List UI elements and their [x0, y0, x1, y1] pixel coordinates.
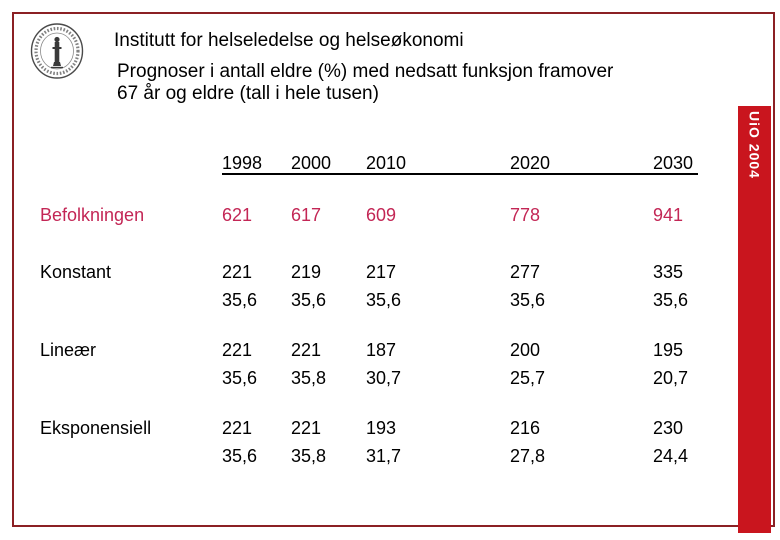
- row-label: Lineær: [40, 340, 97, 360]
- cell-value: 941: [653, 205, 684, 225]
- table-cell: 221 35,8: [291, 336, 366, 392]
- table-cell: 193 31,7: [366, 414, 510, 470]
- cell-percent: 35,6: [222, 368, 258, 388]
- column-header-2020: 2020: [510, 153, 551, 173]
- table-cell: 221 35,6: [222, 258, 291, 314]
- table-header-empty: [40, 153, 222, 174]
- row-label: Eksponensiell: [40, 418, 152, 438]
- table-row-konstant: Konstant 221 35,6 219 35,6 217 35,6 277 35,6…: [40, 258, 720, 314]
- cell-percent: 35,6: [653, 290, 689, 310]
- row-label: Befolkningen: [40, 205, 145, 225]
- cell-value: 200: [510, 340, 541, 360]
- slide-title-line2: 67 år og eldre (tall i hele tusen): [117, 83, 379, 104]
- cell-value: 277: [510, 262, 541, 282]
- cell-value: 216: [510, 418, 541, 438]
- cell-value: 621: [222, 205, 253, 225]
- cell-percent: 35,6: [510, 290, 546, 310]
- column-header-2010: 2010: [366, 153, 407, 173]
- cell-percent: 35,8: [291, 446, 327, 466]
- table-row-linear: Lineær 221 35,6 221 35,8 187 30,7 200 25,7 1…: [40, 336, 720, 392]
- cell-value: 609: [366, 205, 397, 225]
- cell-value: 778: [510, 205, 541, 225]
- cell-value: 221: [291, 418, 322, 438]
- table-cell: 617: [291, 205, 366, 226]
- table-cell: 609: [366, 205, 510, 226]
- table-cell: 187 30,7: [366, 336, 510, 392]
- cell-value: 217: [366, 262, 397, 282]
- cell-value: 219: [291, 262, 322, 282]
- cell-percent: 20,7: [653, 368, 689, 388]
- cell-percent: 27,8: [510, 446, 546, 466]
- header-underline: [222, 173, 698, 175]
- cell-percent: 35,6: [291, 290, 327, 310]
- cell-value: 230: [653, 418, 684, 438]
- table-row-befolkningen: Befolkningen 621 617 609 778 941: [40, 205, 720, 226]
- cell-value: 335: [653, 262, 684, 282]
- table-cell: 778: [510, 205, 653, 226]
- department-header: Institutt for helseledelse og helseøkono…: [114, 30, 464, 51]
- cell-value: 221: [222, 340, 253, 360]
- cell-percent: 30,7: [366, 368, 402, 388]
- table-cell: 195 20,7: [653, 336, 713, 392]
- table-cell: 200 25,7: [510, 336, 653, 392]
- cell-value: 617: [291, 205, 322, 225]
- cell-percent: 25,7: [510, 368, 546, 388]
- slide-title: Prognoser i antall eldre (%) med nedsatt…: [117, 61, 613, 105]
- table-cell: 230 24,4: [653, 414, 713, 470]
- cell-value: 195: [653, 340, 684, 360]
- table-cell: 221 35,6: [222, 414, 291, 470]
- cell-value: 187: [366, 340, 397, 360]
- uio-seal-logo-icon: [30, 23, 84, 79]
- slide-title-line1: Prognoser i antall eldre (%) med nedsatt…: [117, 61, 614, 82]
- cell-percent: 35,8: [291, 368, 327, 388]
- cell-value: 221: [222, 418, 253, 438]
- cell-percent: 35,6: [366, 290, 402, 310]
- sidebar-year-label: UiO 2004: [746, 111, 763, 179]
- table-cell: 221 35,8: [291, 414, 366, 470]
- column-header-1998: 1998: [222, 153, 263, 173]
- table-row-eksponensiell: Eksponensiell 221 35,6 221 35,8 193 31,7 21…: [40, 414, 720, 470]
- table-cell: 277 35,6: [510, 258, 653, 314]
- table-cell: 221 35,6: [222, 336, 291, 392]
- table-cell: 216 27,8: [510, 414, 653, 470]
- table-cell: 219 35,6: [291, 258, 366, 314]
- cell-value: 221: [291, 340, 322, 360]
- column-header-2030: 2030: [653, 153, 694, 173]
- sidebar-year-banner: UiO 2004: [738, 106, 771, 533]
- table-cell: 335 35,6: [653, 258, 713, 314]
- slide-border-frame: [12, 12, 775, 527]
- cell-percent: 35,6: [222, 290, 258, 310]
- cell-percent: 35,6: [222, 446, 258, 466]
- table-cell: 621: [222, 205, 291, 226]
- row-label: Konstant: [40, 262, 112, 282]
- cell-value: 193: [366, 418, 397, 438]
- cell-percent: 31,7: [366, 446, 402, 466]
- cell-percent: 24,4: [653, 446, 689, 466]
- column-header-2000: 2000: [291, 153, 332, 173]
- table-cell: 941: [653, 205, 713, 226]
- cell-value: 221: [222, 262, 253, 282]
- table-header-row: 1998 2000 2010 2020 2030: [40, 153, 720, 174]
- table-cell: 217 35,6: [366, 258, 510, 314]
